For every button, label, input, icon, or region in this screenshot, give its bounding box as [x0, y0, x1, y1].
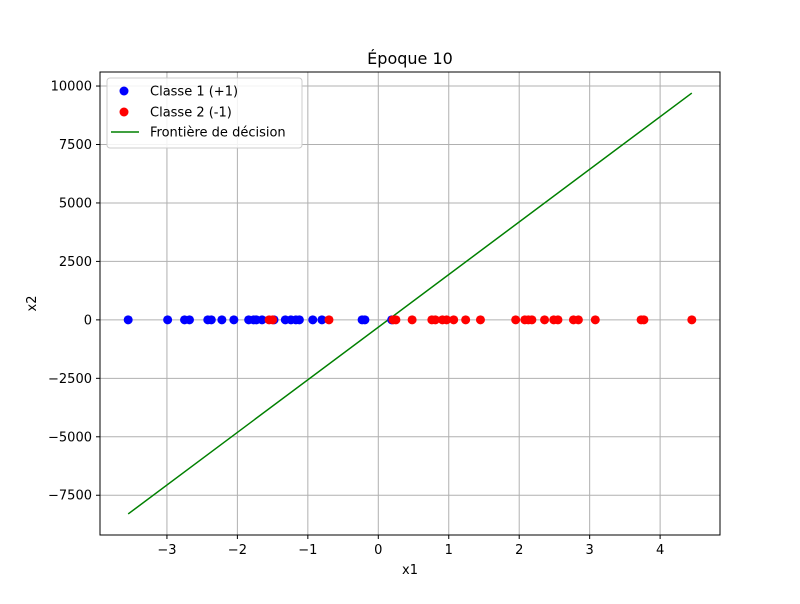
x-axis-label: x1 — [402, 563, 418, 578]
classe-1-1-point — [294, 315, 304, 325]
classe-2-1-point — [527, 315, 537, 325]
x-tick-label: −1 — [298, 543, 317, 558]
y-tick-label: −2500 — [48, 372, 92, 387]
legend-marker-classe-1 — [119, 86, 129, 96]
x-tick-label: 1 — [445, 543, 453, 558]
classe-2-1-point — [407, 315, 417, 325]
legend-box — [106, 77, 303, 149]
classe-2-1-point — [511, 315, 521, 325]
y-tick-label: 5000 — [59, 196, 92, 211]
classe-2-1-point — [687, 315, 697, 325]
classe-2-1-point — [324, 315, 334, 325]
legend: Classe 1 (+1) Classe 2 (-1) Frontière de… — [106, 77, 303, 149]
axis-ticks: −3 −2 −1 0 1 2 3 4 −7500 −5000 −2500 0 2500 5000 7500 1… — [48, 80, 664, 558]
legend-label-frontiere: Frontière de décision — [150, 126, 286, 141]
classe-1-1-point — [123, 315, 133, 325]
x-tick-label: 3 — [586, 543, 594, 558]
y-tick-label: 0 — [84, 313, 92, 328]
classe-2-1-point — [442, 315, 452, 325]
classe-2-1-point — [540, 315, 550, 325]
classe-1-1-point — [229, 315, 239, 325]
decision-boundary-layer — [127, 92, 693, 515]
y-tick-label: 7500 — [59, 138, 92, 153]
classe-2-1-point — [430, 315, 440, 325]
y-tick-label: −7500 — [48, 489, 92, 504]
y-tick-label: 2500 — [59, 255, 92, 270]
classe-1-1-point — [163, 315, 173, 325]
classe-2-1-point — [449, 315, 459, 325]
classe-1-1-point — [184, 315, 194, 325]
x-tick-label: 0 — [374, 543, 382, 558]
classe-1-1-point — [257, 315, 267, 325]
grid — [100, 72, 720, 535]
legend-label-classe-1: Classe 1 (+1) — [150, 85, 238, 100]
classe-1-1-point — [317, 315, 327, 325]
x-tick-label: 4 — [656, 543, 664, 558]
classe-2-1-point — [639, 315, 649, 325]
classe-1-1-point — [217, 315, 227, 325]
classe-2-1-point — [590, 315, 600, 325]
x-tick-label: −2 — [228, 543, 247, 558]
classe-2-1-point — [475, 315, 485, 325]
legend-marker-classe-2 — [119, 107, 129, 117]
x-tick-label: −3 — [157, 543, 176, 558]
y-tick-label: −5000 — [48, 430, 92, 445]
chart-title: Époque 10 — [367, 49, 453, 68]
classe-2-1-point — [268, 315, 278, 325]
legend-label-classe-2: Classe 2 (-1) — [150, 106, 232, 121]
y-tick-label: 10000 — [51, 80, 92, 95]
frontiere-de-decision-line — [127, 92, 693, 515]
classe-2-1-point — [461, 315, 471, 325]
classe-1-1-point — [360, 315, 370, 325]
classe-2-1-point — [391, 315, 401, 325]
classe-1-1-point — [206, 315, 216, 325]
y-axis-label: x2 — [25, 296, 40, 312]
classe-1-1-point — [308, 315, 318, 325]
plot-frame — [99, 71, 721, 536]
classe-2-1-point — [573, 315, 583, 325]
scatter-points-layer — [123, 315, 697, 325]
x-tick-label: 2 — [515, 543, 523, 558]
classe-2-1-point — [553, 315, 563, 325]
